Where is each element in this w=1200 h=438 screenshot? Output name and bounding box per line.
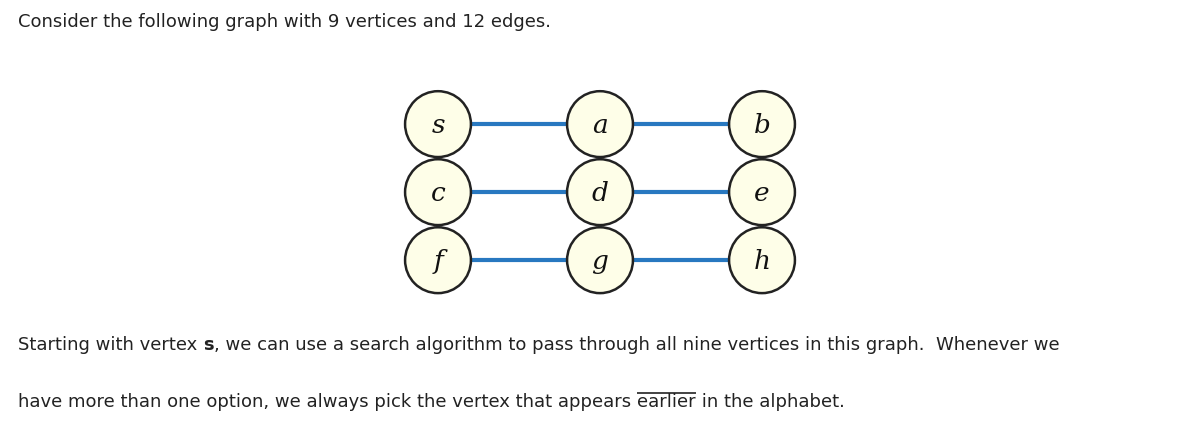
Ellipse shape (568, 160, 632, 226)
Ellipse shape (568, 92, 632, 158)
Text: earlier: earlier (637, 392, 696, 410)
Text: , we can use a search algorithm to pass through all nine vertices in this graph.: , we can use a search algorithm to pass … (214, 335, 1060, 353)
Text: Consider the following graph with 9 vertices and 12 edges.: Consider the following graph with 9 vert… (18, 13, 551, 31)
Text: s: s (431, 113, 445, 137)
Text: e: e (754, 180, 770, 205)
Text: h: h (754, 248, 770, 273)
Text: s: s (203, 335, 214, 353)
Text: c: c (431, 180, 445, 205)
Text: have more than one option, we always pick the vertex that appears: have more than one option, we always pic… (18, 392, 637, 410)
Text: Starting with vertex: Starting with vertex (18, 335, 203, 353)
Ellipse shape (406, 92, 470, 158)
Text: a: a (592, 113, 608, 137)
Ellipse shape (568, 228, 632, 293)
Text: g: g (592, 248, 608, 273)
Ellipse shape (406, 228, 470, 293)
Text: b: b (754, 113, 770, 137)
Text: d: d (592, 180, 608, 205)
Ellipse shape (730, 228, 794, 293)
Ellipse shape (730, 92, 794, 158)
Ellipse shape (730, 160, 794, 226)
Ellipse shape (406, 160, 470, 226)
Text: f: f (433, 248, 443, 273)
Text: in the alphabet.: in the alphabet. (696, 392, 845, 410)
